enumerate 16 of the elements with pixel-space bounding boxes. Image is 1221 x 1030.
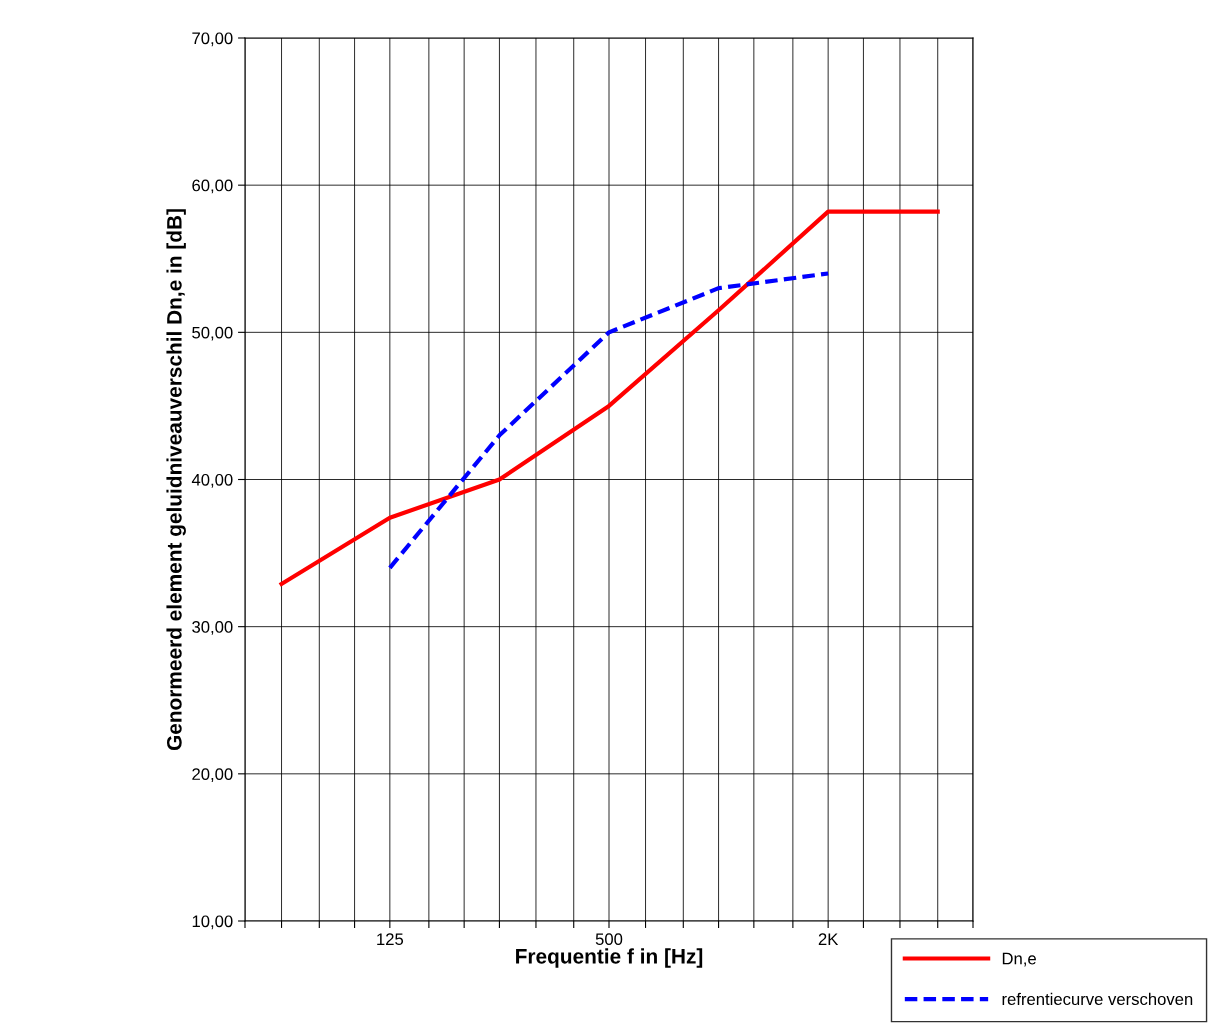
x-tick-label: 2K: [818, 933, 839, 945]
y-tick-label: 70,00: [192, 32, 233, 47]
line-series: [387, 271, 831, 570]
y-tick-label: 40,00: [191, 473, 233, 488]
x-tick-label: 125: [377, 933, 404, 946]
legend-label: Dn,e: [1002, 952, 1036, 967]
y-axis-title: Genormeerd element geluidniveauverschil Dn,e in [dB]: [166, 209, 186, 751]
x-tick-label: 500: [595, 933, 623, 946]
legend-label: refrentiecurve verschoven: [1002, 992, 1193, 1006]
y-tick-label: 20,00: [192, 768, 233, 783]
line-series: [279, 209, 940, 587]
y-tick-label: 60,00: [192, 179, 233, 194]
y-tick-label: 50,00: [192, 326, 233, 341]
x-axis-title: Frequentie f in [Hz]: [516, 948, 703, 968]
y-tick-label: 30,00: [192, 621, 233, 635]
y-tick-label: 10,00: [192, 915, 233, 930]
